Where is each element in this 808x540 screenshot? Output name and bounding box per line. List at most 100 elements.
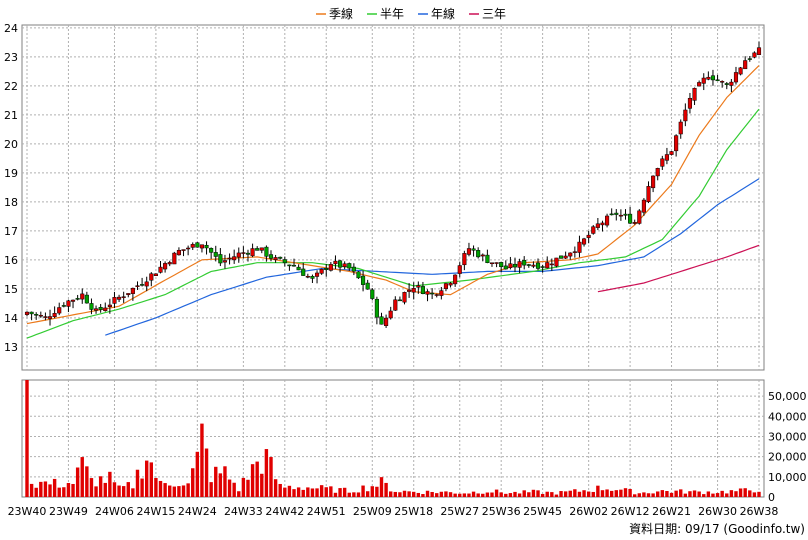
candle-body [158,266,163,273]
volume-bar [347,492,351,497]
candle-body [738,67,743,75]
candle-body [420,286,425,295]
candle-body [664,154,669,161]
volume-bar [80,457,84,497]
candle-body [167,262,172,265]
volume-bar [600,490,605,497]
volume-bar [315,488,319,497]
candle-body [572,251,577,253]
candle-body [628,213,633,224]
candle-body [641,199,646,213]
candle-body [512,263,518,268]
candle-body [245,252,251,255]
volume-bar [301,489,305,497]
candle-body [646,186,651,203]
candle-body [733,72,739,83]
x-tick-label: 24W06 [95,505,134,518]
candle-body [75,298,80,300]
volume-bar [499,492,503,497]
volume-bar [674,490,678,497]
volume-bar [614,490,618,497]
volume-bar [352,492,356,497]
candle-body [457,265,462,274]
volume-bar [306,487,310,497]
volume-bar [729,490,734,497]
volume-bar [596,485,600,497]
volume-bar [379,477,384,497]
x-tick-label: 23W49 [49,505,88,518]
volume-bar [342,487,347,497]
volume-bar [163,483,167,497]
volume-bar [494,489,499,497]
candle-body [80,293,85,300]
candle-body [407,289,412,292]
volume-bar [416,492,421,497]
volume-bar [481,493,485,497]
volume-bar [435,493,439,497]
volume-bar [568,490,572,497]
volume-bar [338,488,342,497]
volume-bar [177,486,181,497]
candle-body [563,255,568,259]
candle-body [729,81,734,86]
volume-bar [692,490,697,497]
candle-body [296,266,301,271]
candle-body [430,292,435,295]
volume-bar [421,494,425,497]
volume-bar [108,471,112,497]
volume-bar [214,466,218,497]
candle-body [268,254,274,259]
candle-body [706,76,711,80]
candle-body [568,252,573,257]
candle-body [213,252,218,257]
candle-body [747,58,752,60]
volume-bar [485,492,490,497]
volume-bar [140,478,144,497]
candle-body [411,288,416,293]
volume-bar [504,493,508,497]
candle-body [651,175,656,189]
candle-body [743,60,748,70]
volume-bar [89,478,94,497]
candle-body [577,241,582,253]
volume-tick-label: 40,000 [768,410,807,423]
candle-body [384,317,389,326]
candle-body [683,109,688,122]
volume-bar [186,483,190,497]
volume-bar [149,462,154,497]
volume-bar [246,479,250,497]
candle-body [637,210,642,224]
candle-body [43,316,48,318]
volume-bar [375,486,379,497]
candle-body [453,274,458,285]
price-tick-label: 19 [4,167,18,180]
candle-body [328,264,333,271]
x-tick-label: 26W30 [698,505,737,518]
candle-body [605,215,610,226]
volume-bar [628,488,632,497]
candle-body [434,294,439,296]
price-panel: 13 14 15 16 17 18 19 20 21 22 23 24 [4,22,765,371]
volume-bar [121,486,126,497]
candle-body [724,83,729,85]
volume-tick-label: 0 [768,491,775,504]
volume-bar [577,491,582,497]
volume-bar [586,491,591,497]
candle-body [130,287,135,294]
volume-bar [85,466,89,497]
volume-bar [642,492,646,497]
x-tick-label: 26W21 [652,505,691,518]
volume-bar [241,477,246,497]
candle-body [535,262,541,269]
volume-bar [144,460,149,497]
volume-bar [665,491,669,497]
volume-bar [232,482,236,497]
x-tick-label: 25W36 [482,505,521,518]
candle-body [351,266,356,272]
ma-year-line [105,178,760,336]
volume-bar [605,489,609,497]
volume-bar [702,494,706,497]
candle-body [591,226,596,234]
candle-body [89,303,94,310]
volume-bar [324,487,328,497]
